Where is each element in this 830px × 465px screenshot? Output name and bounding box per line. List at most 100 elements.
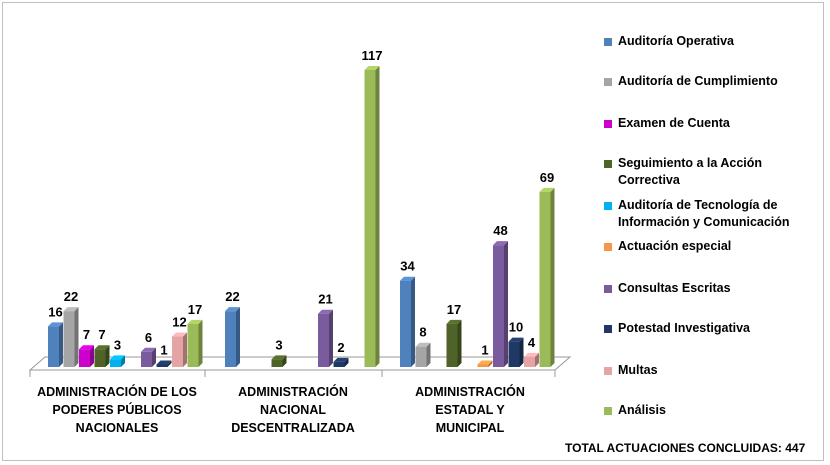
bar: [539, 187, 555, 367]
bar-side: [344, 357, 349, 367]
bar-top: [141, 347, 156, 352]
category-label: ADMINISTRACIÓN ESTADAL Y MUNICIPAL: [415, 385, 525, 435]
bar: [187, 319, 203, 367]
value-label: 10: [509, 320, 523, 335]
bar: [415, 342, 431, 367]
bar-side: [282, 355, 287, 367]
legend-swatch: [604, 78, 612, 86]
value-label: 3: [114, 337, 121, 352]
bar-side: [121, 355, 125, 367]
value-label: 22: [64, 289, 78, 304]
value-label: 34: [400, 259, 415, 274]
legend-item: Examen de Cuenta: [604, 115, 818, 132]
value-label: 16: [48, 304, 62, 319]
bar-top: [508, 337, 524, 342]
bar: [333, 357, 349, 367]
bar-front: [364, 70, 376, 367]
legend-item: Auditoría Operativa: [604, 33, 818, 50]
bar-top: [156, 360, 172, 365]
bar: [48, 322, 63, 367]
legend-label: Actuación especial: [618, 239, 732, 253]
bar: [110, 355, 125, 367]
bar-side: [411, 276, 415, 367]
bar-side: [550, 187, 555, 367]
value-label: 8: [419, 325, 426, 340]
value-label: 117: [362, 48, 383, 63]
bar-side: [74, 307, 79, 367]
legend-label: Análisis: [618, 403, 666, 417]
bar-front: [477, 364, 489, 367]
bar: [225, 307, 240, 367]
bar: [364, 66, 380, 367]
value-label: 7: [98, 327, 105, 342]
bar-top: [110, 355, 125, 360]
bar: [271, 355, 287, 367]
legend-item: Auditoría de Tecnología de Información y…: [604, 197, 818, 231]
legend-swatch: [604, 120, 612, 128]
legend-item: Multas: [604, 362, 818, 379]
bar: [524, 352, 539, 367]
bar-top: [477, 360, 493, 365]
value-label: 17: [188, 302, 202, 317]
bar-top: [539, 187, 555, 192]
value-label: 3: [275, 337, 282, 352]
legend-label: Auditoría Operativa: [618, 34, 734, 48]
bar-front: [400, 280, 411, 367]
bar: [172, 332, 187, 367]
bar-front: [48, 326, 59, 367]
chart-frame: [2, 2, 824, 461]
bar-front: [271, 359, 283, 367]
value-label: 2: [337, 340, 344, 355]
bar-front: [110, 359, 121, 367]
bar: [79, 345, 94, 367]
legend-label: Auditoría de Cumplimiento: [618, 74, 778, 88]
category-label: ADMINISTRACIÓN DE LOS PODERES PÚBLICOS N…: [37, 385, 197, 435]
category-label: ADMINISTRACIÓN NACIONAL DESCENTRALIZADA: [231, 385, 355, 435]
bar-front: [333, 361, 345, 367]
legend-label: Auditoría de Tecnología de Información y…: [618, 198, 790, 229]
bar-front: [156, 364, 168, 367]
total-annotation: TOTAL ACTUACIONES CONCLUIDAS: 447: [565, 441, 806, 455]
bar-side: [488, 360, 493, 367]
bar: [318, 309, 333, 367]
bar-top: [415, 342, 431, 347]
legend-swatch: [604, 285, 612, 293]
legend-swatch: [604, 202, 612, 210]
bar-top: [493, 241, 508, 246]
value-label: 1: [160, 342, 167, 357]
bar-top: [79, 345, 94, 350]
legend-swatch: [604, 243, 612, 251]
bar-top: [48, 322, 63, 327]
legend-label: Potestad Investigativa: [618, 321, 750, 335]
bar-front: [318, 313, 329, 367]
bar-side: [105, 345, 110, 367]
bar-side: [457, 319, 462, 367]
bar-front: [79, 349, 90, 367]
bar: [477, 360, 493, 367]
legend-swatch: [604, 367, 612, 375]
bar: [94, 345, 110, 367]
bar-top: [446, 319, 462, 324]
value-label: 48: [493, 223, 507, 238]
bar: [493, 241, 508, 367]
legend-item: Actuación especial: [604, 238, 818, 255]
bar-front: [94, 349, 106, 367]
bar-side: [152, 347, 156, 367]
bar-top: [364, 66, 380, 70]
legend-item: Consultas Escritas: [604, 280, 818, 297]
bar-top: [318, 309, 333, 314]
bar-side: [504, 241, 508, 367]
bar-front: [524, 356, 535, 367]
bar-side: [183, 332, 187, 367]
bar: [156, 360, 172, 367]
bar-top: [271, 355, 287, 360]
bar-side: [198, 319, 203, 367]
bar-top: [225, 307, 240, 312]
bar-side: [167, 360, 172, 367]
bar-side: [426, 342, 431, 367]
bar: [63, 307, 79, 367]
legend-item: Auditoría de Cumplimiento: [604, 73, 818, 90]
bar-top: [187, 319, 203, 324]
